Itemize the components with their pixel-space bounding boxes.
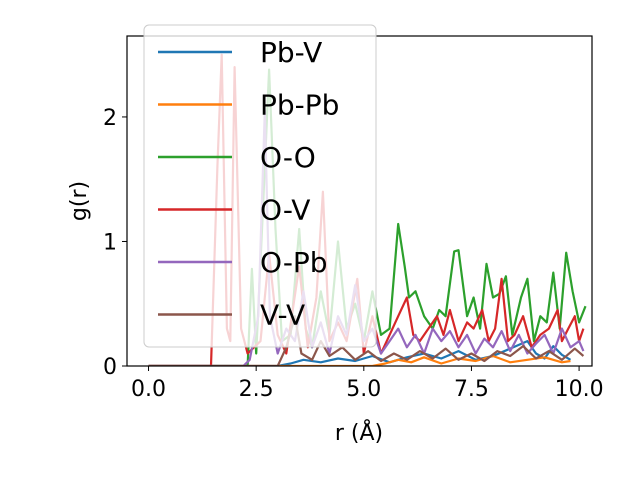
legend: Pb-V Pb-Pb O-O O-V O-Pb V-V xyxy=(143,24,377,348)
x-tick-label: 0.0 xyxy=(131,377,166,402)
y-axis-ticks: 0 1 2 xyxy=(103,106,127,380)
legend-label-v-v: V-V xyxy=(260,299,305,332)
x-tick-label: 7.5 xyxy=(454,377,489,402)
y-tick-label: 1 xyxy=(103,230,117,255)
legend-label-pb-v: Pb-V xyxy=(260,36,322,69)
legend-label-o-pb: O-Pb xyxy=(260,246,328,279)
y-tick-label: 0 xyxy=(103,355,117,380)
y-tick-label: 2 xyxy=(103,106,117,131)
legend-label-pb-pb: Pb-Pb xyxy=(260,89,339,122)
y-axis-title: g(r) xyxy=(67,181,92,221)
series-line-v-v xyxy=(148,315,585,366)
x-tick-label: 2.5 xyxy=(239,377,274,402)
x-axis-title: r (Å) xyxy=(335,419,383,446)
legend-label-o-o: O-O xyxy=(260,141,316,174)
x-tick-label: 5.0 xyxy=(346,377,381,402)
x-tick-label: 10.0 xyxy=(555,377,604,402)
legend-label-o-v: O-V xyxy=(260,194,310,227)
x-axis-ticks: 0.0 2.5 5.0 7.5 10.0 xyxy=(131,366,604,402)
